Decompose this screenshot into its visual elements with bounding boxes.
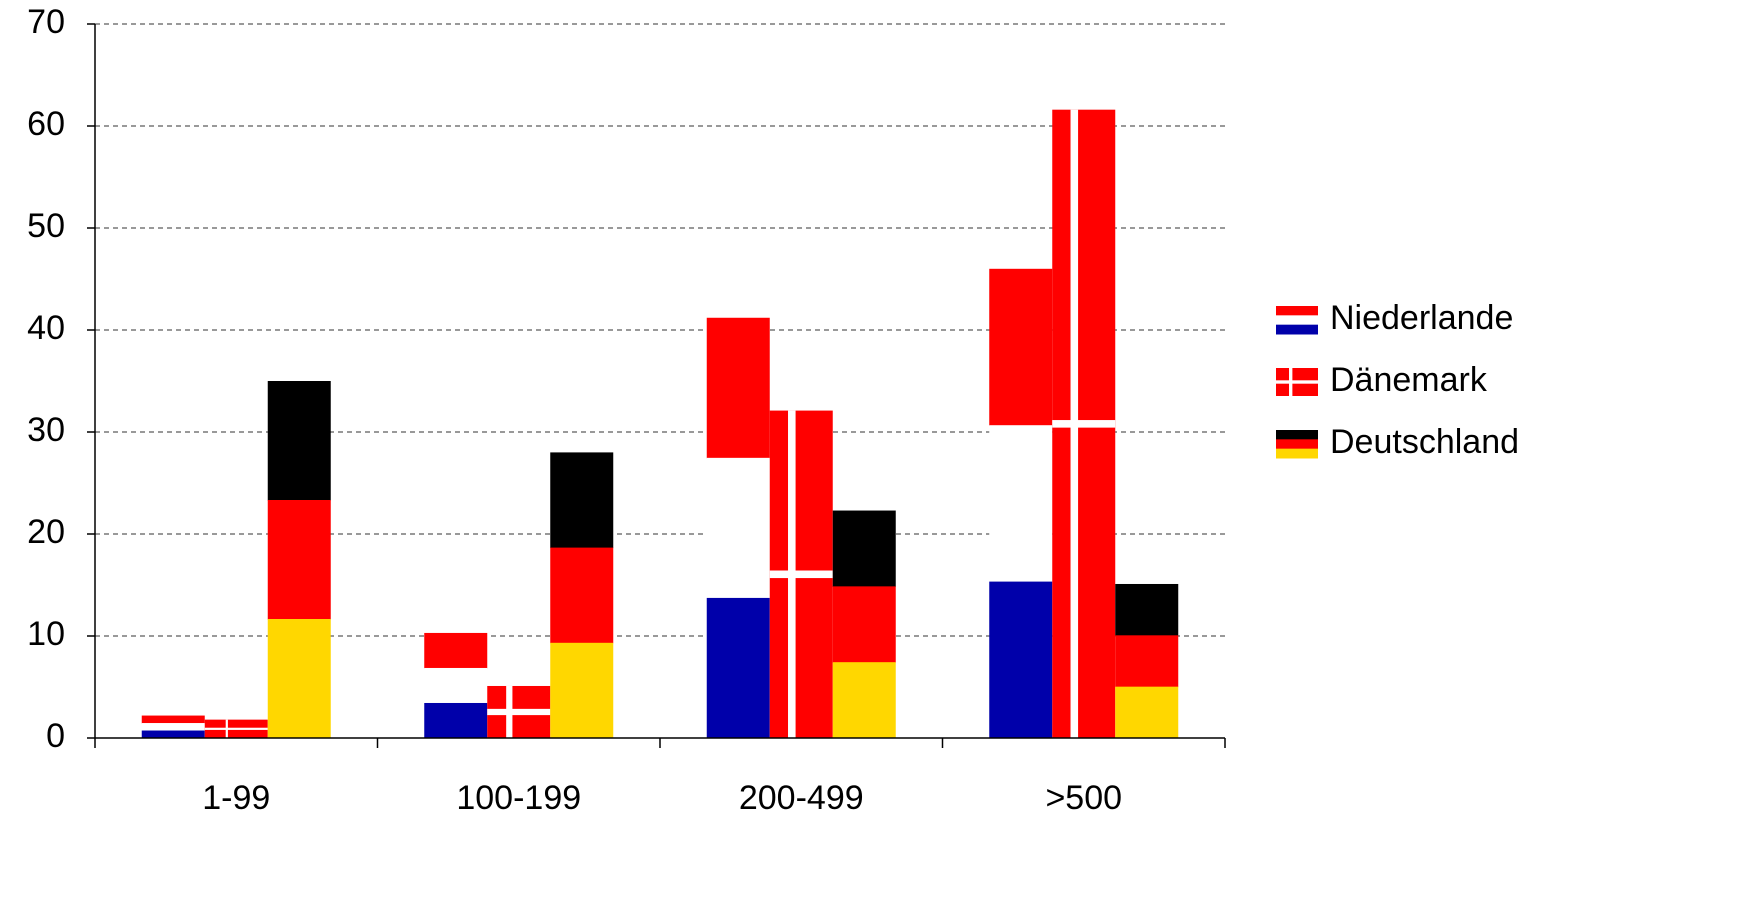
x-tick-label: 100-199 xyxy=(456,779,581,817)
y-tick-label: 60 xyxy=(27,105,65,143)
flag-stripe xyxy=(832,586,896,663)
flag-stripe xyxy=(1276,324,1318,335)
bar xyxy=(1052,109,1116,739)
legend-label: Niederlande xyxy=(1330,299,1513,337)
flag-stripe xyxy=(1115,583,1179,636)
flag-stripe xyxy=(550,547,614,644)
bar xyxy=(550,452,614,739)
flag-cross xyxy=(487,708,551,716)
flag-stripe xyxy=(267,381,331,501)
bar xyxy=(424,632,488,739)
flag-stripe xyxy=(1276,430,1318,440)
bar xyxy=(141,715,205,739)
flag-cross xyxy=(204,727,268,730)
flag-stripe xyxy=(706,597,770,739)
flag-stripe xyxy=(989,581,1053,739)
flag-stripe xyxy=(424,632,488,669)
flag-stripe xyxy=(1276,439,1318,450)
flag-stripe xyxy=(1276,315,1318,326)
flag-stripe xyxy=(832,662,896,739)
legend-swatch xyxy=(1276,430,1318,459)
bar xyxy=(832,510,896,739)
bar xyxy=(487,685,551,738)
bar xyxy=(1115,583,1179,739)
flag-stripe xyxy=(1276,448,1318,459)
flag-stripe xyxy=(550,452,614,549)
flag-stripe xyxy=(141,730,205,739)
legend-label: Dänemark xyxy=(1330,361,1488,399)
flag-stripe xyxy=(141,715,205,724)
x-tick-label: >500 xyxy=(1045,779,1122,817)
y-tick-label: 30 xyxy=(27,411,65,449)
flag-stripe xyxy=(550,642,614,739)
bar xyxy=(204,719,268,738)
flag-stripe xyxy=(424,702,488,739)
flag-stripe xyxy=(141,723,205,732)
flag-stripe xyxy=(267,500,331,620)
flag-stripe xyxy=(706,457,770,599)
x-tick-label: 1-99 xyxy=(202,779,270,817)
bar xyxy=(989,268,1053,739)
y-tick-label: 20 xyxy=(27,513,65,551)
flag-stripe xyxy=(832,510,896,587)
bar xyxy=(769,410,833,738)
y-tick-label: 50 xyxy=(27,207,65,245)
flag-stripe xyxy=(989,268,1053,426)
flag-stripe xyxy=(1115,635,1179,688)
legend-swatch xyxy=(1276,306,1318,335)
bar xyxy=(267,381,331,739)
flag-cross xyxy=(1052,420,1116,428)
flag-stripe xyxy=(1115,686,1179,739)
flag-stripe xyxy=(424,667,488,704)
bar xyxy=(706,317,770,739)
flag-stripe xyxy=(1276,306,1318,316)
y-tick-label: 0 xyxy=(46,717,65,755)
y-tick-label: 40 xyxy=(27,309,65,347)
x-tick-label: 200-499 xyxy=(739,779,864,817)
y-tick-label: 10 xyxy=(27,615,65,653)
legend-swatch xyxy=(1276,368,1318,396)
flag-stripe xyxy=(267,619,331,739)
y-tick-label: 70 xyxy=(27,3,65,41)
flag-cross xyxy=(1276,380,1318,384)
legend-label: Deutschland xyxy=(1330,423,1519,461)
flag-stripe xyxy=(706,317,770,459)
flag-stripe xyxy=(989,425,1053,583)
flag-cross xyxy=(769,570,833,579)
